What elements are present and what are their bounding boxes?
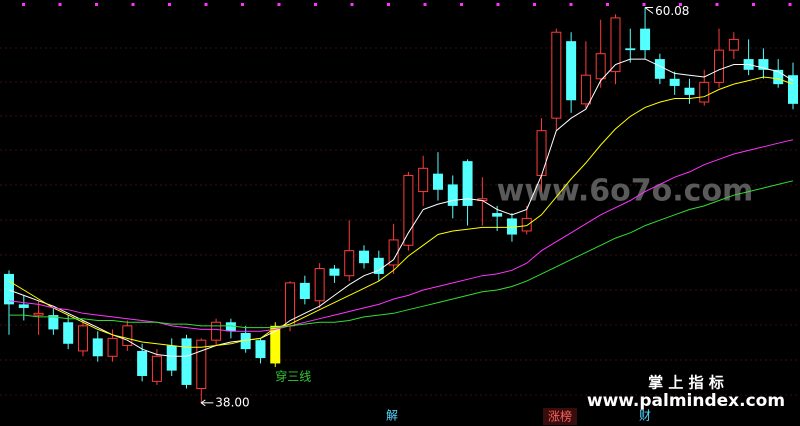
candle-body — [418, 167, 429, 193]
candle-body — [196, 339, 207, 390]
top-dot — [642, 3, 646, 6]
top-dot — [387, 3, 390, 6]
candle-body — [492, 213, 503, 217]
candle-body — [329, 268, 340, 276]
candle-body — [255, 340, 266, 359]
candle-body — [151, 355, 162, 382]
event-marker: 解 — [386, 409, 398, 423]
candle-body — [728, 38, 739, 51]
candle-body — [299, 282, 310, 299]
ma-line — [8, 76, 794, 348]
event-marker: 涨榜 — [548, 409, 572, 424]
top-dot — [533, 3, 536, 6]
candle-body — [669, 78, 680, 86]
candle-body — [699, 81, 710, 103]
candle-body — [270, 325, 281, 364]
candle-body — [240, 333, 251, 350]
candle-body — [640, 28, 651, 51]
top-dot — [460, 3, 463, 6]
candle-body — [18, 304, 29, 308]
top-dot — [277, 3, 281, 6]
candle-body — [137, 350, 148, 376]
candle-body — [373, 257, 384, 274]
candle-body — [33, 312, 44, 316]
top-dot — [423, 3, 427, 6]
candle-body — [77, 325, 88, 352]
top-dot — [788, 3, 792, 6]
label-arrow-head — [200, 399, 206, 407]
label-arrow — [644, 7, 654, 14]
event-marker: 财 — [639, 409, 651, 423]
candle-body — [63, 322, 74, 344]
candle-body — [566, 41, 577, 101]
candle-body — [654, 59, 665, 79]
candle-body — [166, 345, 177, 371]
top-dot — [168, 3, 171, 6]
candle-body — [48, 315, 59, 330]
candle-body — [462, 161, 473, 206]
candle-body — [521, 217, 532, 232]
high-label: 60.08 — [655, 4, 689, 18]
ma-line — [9, 180, 794, 329]
candle-body — [211, 321, 222, 341]
candle-body — [714, 49, 725, 83]
top-dots — [22, 3, 792, 6]
top-dot — [241, 3, 244, 6]
top-dot — [95, 3, 98, 6]
candle-body — [447, 184, 458, 206]
top-dot — [314, 3, 317, 6]
top-dot — [131, 3, 135, 6]
ma-line — [8, 58, 794, 357]
grid — [0, 47, 800, 396]
top-dot — [22, 3, 25, 6]
candle-body — [788, 75, 798, 104]
top-dot — [204, 3, 208, 6]
candle-body — [4, 273, 14, 305]
candle-body — [595, 53, 606, 80]
top-dot — [350, 3, 354, 6]
top-dot — [496, 3, 500, 6]
candle-body — [580, 74, 591, 105]
top-dot — [715, 3, 719, 6]
candle-body — [758, 59, 769, 70]
candle-body — [314, 268, 325, 302]
candle-body — [344, 250, 355, 277]
top-dot — [752, 3, 755, 6]
top-dot — [58, 3, 62, 6]
candle-body — [92, 338, 103, 357]
candle-body — [403, 174, 414, 246]
candle-body — [684, 87, 695, 95]
candle-body — [625, 48, 636, 51]
candle-body — [107, 337, 118, 357]
candle-body — [610, 17, 621, 73]
signal-label: 穿三线 — [275, 369, 311, 384]
brand: 掌 上 指 标 — [648, 374, 724, 392]
candle-body — [773, 69, 784, 85]
candle-body — [359, 250, 370, 264]
top-dot — [679, 3, 682, 6]
candle-body — [122, 325, 133, 347]
candle-body — [225, 322, 236, 332]
site: www.palmindex.com — [587, 391, 785, 411]
ma-line — [8, 139, 794, 332]
low-label: 38.00 — [215, 395, 249, 409]
candle-body — [388, 239, 399, 266]
event-marker-bg — [543, 408, 577, 425]
plot: 60.08 38.00 穿三线 — [4, 4, 798, 409]
candle-body — [181, 338, 192, 385]
top-dot — [606, 3, 609, 6]
candle-body — [506, 218, 517, 235]
top-dot — [569, 3, 573, 6]
candle-body — [536, 130, 547, 176]
candle-body — [551, 31, 562, 119]
candle-body — [432, 173, 443, 190]
